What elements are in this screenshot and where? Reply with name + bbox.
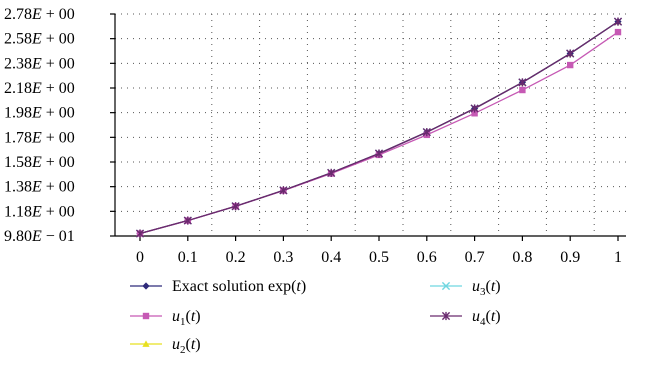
legend-item-4: u3(t) xyxy=(430,278,501,298)
y-tick-label: 2.18E + 00 xyxy=(4,80,75,97)
series-line xyxy=(139,21,619,235)
legend-label: u3(t) xyxy=(472,278,501,298)
y-tick-label: 1.38E + 00 xyxy=(4,179,75,196)
y-tick-label: 1.18E + 00 xyxy=(4,203,75,220)
y-tick-label: 9.80E − 01 xyxy=(4,228,75,245)
x-tick-label: 0 xyxy=(136,249,144,266)
x-tick-label: 0.7 xyxy=(465,249,485,266)
data-point xyxy=(135,229,145,238)
data-point xyxy=(519,86,526,94)
y-axis-ticks: 9.80E − 01 1.18E + 00 1.38E + 00 1.58E + 00… xyxy=(4,6,115,245)
data-point xyxy=(183,216,192,225)
series-line xyxy=(139,21,619,235)
legend-item-3: u2(t) xyxy=(130,336,201,356)
x-tick-label: 0.6 xyxy=(417,249,437,266)
data-point xyxy=(279,186,288,195)
data-point xyxy=(231,202,240,211)
y-tick-label: 2.78E + 00 xyxy=(4,6,75,23)
data-point xyxy=(566,49,575,58)
series-3 xyxy=(136,18,622,237)
data-point xyxy=(470,104,479,113)
series-5 xyxy=(135,17,623,238)
legend-label: Exact solution exp(t) xyxy=(172,278,306,295)
x-tick-label: 0.3 xyxy=(273,249,293,266)
legend-swatch-marker xyxy=(142,282,150,290)
x-tick-label: 1 xyxy=(614,249,622,266)
y-tick-label: 1.98E + 00 xyxy=(4,105,75,122)
x-tick-label: 0.5 xyxy=(369,249,389,266)
data-point xyxy=(613,17,623,26)
x-axis-ticks: 0 0.1 0.2 0.3 0.4 0.5 0.6 0.7 0.8 0.9 1 xyxy=(136,236,622,266)
axes xyxy=(114,14,626,237)
data-point xyxy=(422,128,431,137)
data-point xyxy=(327,168,336,177)
series-4 xyxy=(135,17,623,238)
data-point xyxy=(518,78,527,87)
data-point xyxy=(374,149,384,158)
x-tick-label: 0.2 xyxy=(226,249,246,266)
legend-swatch-marker xyxy=(142,340,150,347)
data-point xyxy=(567,61,574,69)
legend-item-5: u4(t) xyxy=(430,308,501,328)
x-tick-label: 0.9 xyxy=(560,249,580,266)
data-point xyxy=(614,28,622,36)
y-tick-label: 2.58E + 00 xyxy=(4,31,75,48)
legend-label: u4(t) xyxy=(472,308,501,328)
legend-swatch-marker xyxy=(441,311,451,321)
legend-swatch-marker xyxy=(441,281,451,291)
series-line xyxy=(139,21,619,235)
grid xyxy=(115,13,626,236)
x-tick-label: 0.8 xyxy=(512,249,532,266)
x-tick-label: 0.1 xyxy=(178,249,198,266)
series-line xyxy=(139,21,619,235)
series-1 xyxy=(136,18,622,238)
legend-item-1: Exact solution exp(t) xyxy=(130,278,306,295)
legend-label: u1(t) xyxy=(172,308,201,328)
legend-label: u2(t) xyxy=(172,336,201,356)
y-tick-label: 1.58E + 00 xyxy=(4,154,75,171)
legend-swatch-marker xyxy=(142,312,150,320)
legend: Exact solution exp(t) u1(t) u2(t) u3(t) u4(t… xyxy=(130,278,501,356)
y-tick-label: 2.38E + 00 xyxy=(4,55,75,72)
data-point xyxy=(471,110,478,117)
x-tick-label: 0.4 xyxy=(321,249,341,266)
y-tick-label: 1.78E + 00 xyxy=(4,129,75,146)
marker-stroke xyxy=(441,281,451,291)
series-2 xyxy=(136,28,622,237)
series-group xyxy=(135,17,623,238)
legend-item-2: u1(t) xyxy=(130,308,201,328)
